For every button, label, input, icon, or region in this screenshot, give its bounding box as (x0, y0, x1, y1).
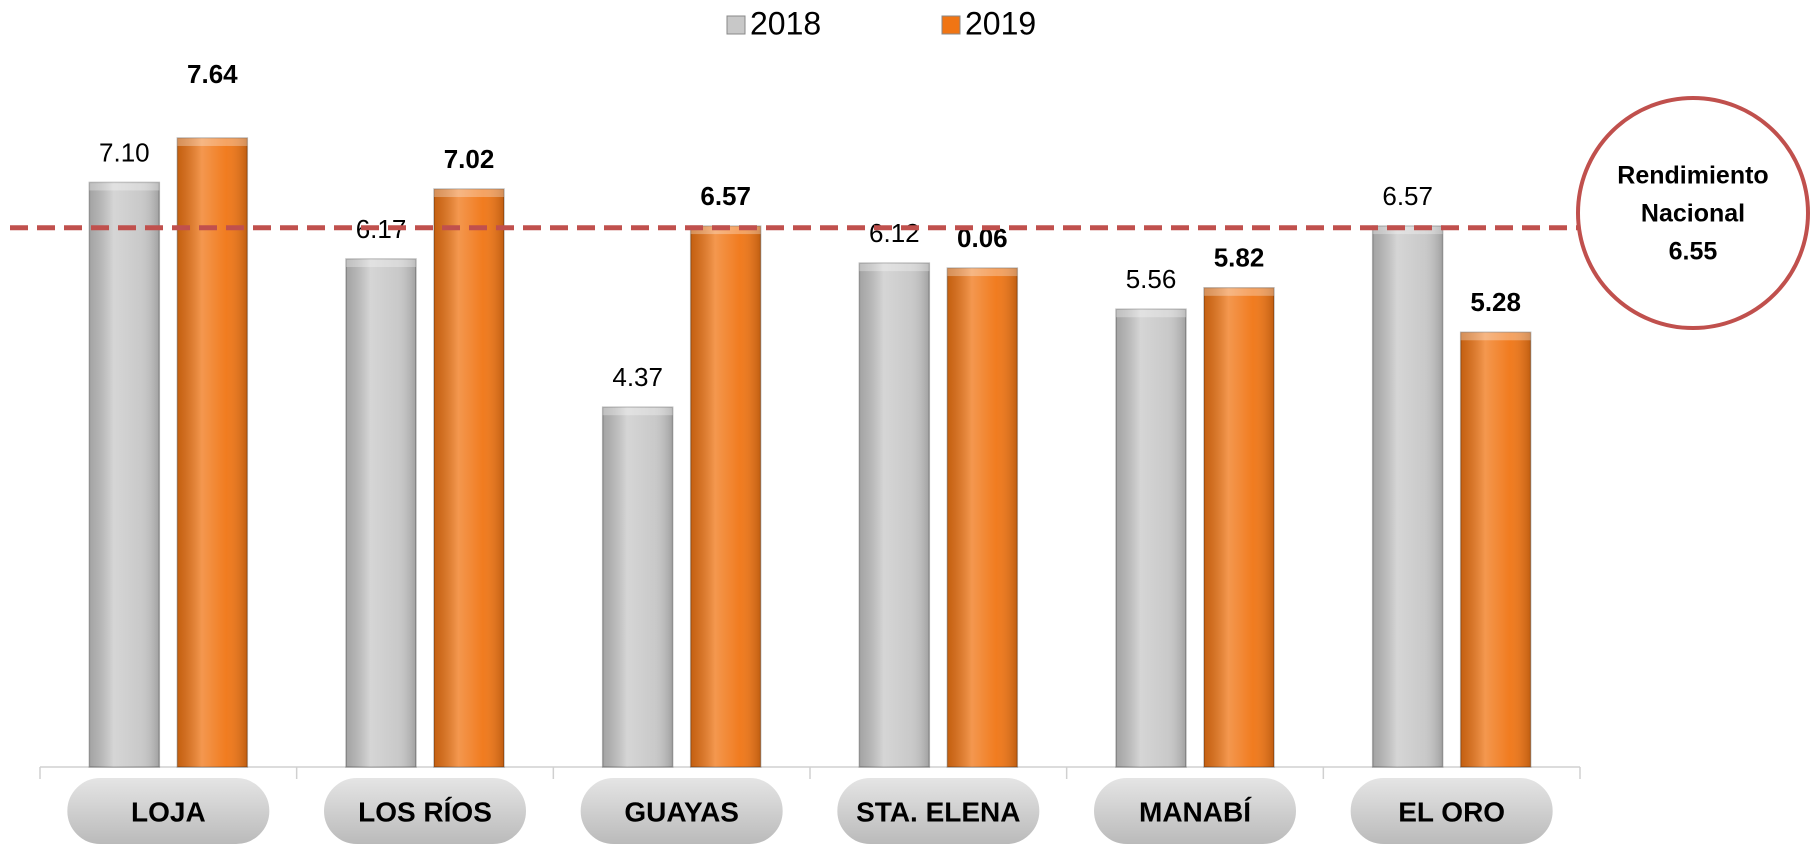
bar-cap (346, 259, 416, 268)
category-pill (833, 774, 1044, 848)
reference-circle (1576, 96, 1810, 330)
bar-shine (1372, 226, 1443, 767)
bar-shine (859, 263, 930, 767)
legend-swatch (726, 15, 746, 35)
reference-value: 6.55 (1669, 238, 1718, 266)
bar-shine (346, 259, 416, 767)
legend-label: 2018 (750, 5, 821, 41)
bar-shine (1116, 309, 1186, 767)
bar-shine (177, 137, 248, 767)
category-pill (1346, 774, 1557, 848)
bar-cap (1460, 332, 1531, 341)
data-label: 6.12 (869, 218, 920, 248)
bar-shine (1460, 332, 1531, 767)
bar-cap (859, 263, 930, 272)
x-tick-label: STA. ELENA (856, 796, 1020, 827)
reference-label: Nacional (1641, 200, 1745, 228)
bar-cap (89, 182, 160, 191)
category-pill (320, 774, 530, 848)
data-label: 7.02 (444, 144, 495, 174)
data-label: 6.57 (1382, 181, 1433, 211)
category-pill (63, 774, 274, 848)
legend-label: 2019 (965, 5, 1036, 41)
bar-shine (89, 182, 160, 767)
x-tick-label: LOJA (131, 796, 206, 827)
x-tick-label: GUAYAS (624, 796, 739, 827)
bar-cap (434, 189, 504, 198)
bar-cap (947, 268, 1018, 277)
reference-label: Rendimiento (1617, 162, 1768, 190)
data-label: 7.64 (187, 59, 238, 89)
bar-cap (1204, 287, 1274, 296)
data-label: 5.56 (1126, 264, 1177, 294)
bar-cap (1116, 309, 1186, 318)
bar-shine (690, 226, 761, 767)
category-pill (576, 774, 787, 848)
bar-shine (947, 268, 1018, 767)
x-tick-label: MANABÍ (1139, 796, 1252, 827)
x-tick-label: LOS RÍOS (358, 796, 492, 827)
x-tick-label: EL ORO (1398, 796, 1505, 827)
bar-shine (602, 407, 673, 767)
data-label: 4.37 (612, 362, 663, 392)
data-label: 6.57 (700, 181, 751, 211)
legend-swatch (941, 15, 961, 35)
category-pill (1090, 774, 1300, 848)
bar-cap (177, 137, 248, 146)
bar-shine (1204, 287, 1274, 767)
data-label: 5.82 (1214, 243, 1265, 273)
data-label: 5.28 (1470, 287, 1521, 317)
bar-cap (602, 407, 673, 416)
bar-shine (434, 189, 504, 767)
data-label: 7.10 (99, 137, 150, 167)
bar-cap (1372, 226, 1443, 235)
